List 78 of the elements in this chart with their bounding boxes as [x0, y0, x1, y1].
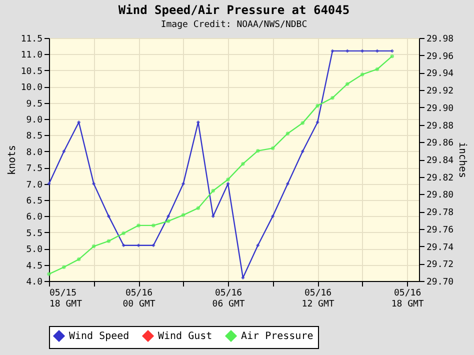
point	[122, 231, 126, 236]
point	[270, 146, 275, 150]
y-tick-label: 10.5	[20, 66, 42, 77]
point	[241, 162, 245, 166]
y2-tick-label: 29.70	[426, 278, 454, 288]
x-tick-label: 05/15 18 GMT	[50, 288, 83, 310]
point	[211, 188, 215, 193]
point	[62, 265, 66, 269]
y-tick-label: 8.5	[26, 132, 42, 142]
point	[62, 150, 66, 154]
point	[166, 219, 170, 223]
y-tick-label: 6.0	[26, 212, 42, 223]
y2-tick-label: 29.98	[426, 34, 454, 44]
chart-title: Wind Speed/Air Pressure at 64045	[118, 3, 350, 17]
y2-tick-label: 29.88	[426, 121, 454, 132]
point	[316, 104, 320, 108]
point	[122, 243, 126, 248]
point	[166, 214, 170, 218]
point	[196, 206, 200, 210]
point	[286, 132, 290, 136]
point	[300, 150, 304, 154]
legend-label: Air Pressure	[241, 331, 314, 342]
y-axis-title: knots	[6, 144, 18, 176]
point	[390, 49, 394, 53]
point	[256, 148, 260, 153]
y2-tick-label: 29.94	[426, 69, 454, 80]
y-tick-label: 11.0	[20, 50, 42, 61]
y-tick-label: 9.5	[26, 99, 42, 110]
point	[92, 244, 96, 248]
x-tick-label: 05/16 18 GMT	[391, 288, 424, 310]
y2-tick-label: 29.92	[426, 86, 454, 97]
y-tick-label: 5.0	[26, 245, 42, 256]
y2-tick-label: 29.86	[426, 138, 454, 149]
point	[316, 120, 320, 124]
point	[47, 182, 51, 186]
y-tick-label: 8.0	[26, 148, 42, 158]
legend-label: Wind Gust	[158, 331, 212, 342]
point	[136, 224, 140, 228]
chart-subtitle: Image Credit: NOAA/NWS/NDBC	[160, 20, 308, 30]
point	[300, 121, 304, 125]
point	[256, 243, 260, 248]
point	[152, 243, 156, 248]
y2-tick-label: 29.74	[426, 242, 454, 253]
point	[226, 178, 230, 182]
point	[76, 257, 81, 262]
y-tick-label: 7.5	[26, 164, 42, 174]
point	[47, 272, 51, 276]
y2-tick-label: 29.96	[426, 52, 454, 62]
point	[136, 243, 140, 248]
y-tick-label: 11.5	[20, 34, 42, 44]
point	[181, 213, 186, 217]
y2-tick-label: 29.76	[426, 225, 454, 236]
y-tick-label: 4.0	[26, 278, 42, 288]
point	[375, 67, 380, 72]
y2-tick-label: 29.72	[426, 260, 454, 270]
point	[330, 96, 334, 100]
point	[106, 239, 111, 243]
point	[346, 82, 350, 86]
y-tick-label: 9.0	[26, 116, 42, 126]
y2-tick-label: 29.84	[426, 156, 454, 166]
y2-tick-label: 29.80	[426, 190, 454, 201]
legend-label: Wind Speed	[69, 331, 130, 342]
x-tick-label: 05/16 00 GMT	[122, 288, 156, 310]
point	[346, 49, 350, 53]
y2-tick-label: 29.90	[426, 104, 454, 114]
y-tick-label: 6.5	[26, 196, 42, 206]
y-tick-label: 4.5	[26, 261, 42, 272]
y2-tick-label: 29.78	[426, 208, 454, 218]
point	[360, 72, 364, 76]
y2-tick-label: 29.82	[426, 173, 454, 184]
point	[152, 224, 156, 228]
x-tick-label: 05/16 06 GMT	[212, 288, 246, 310]
point	[390, 54, 394, 58]
x-tick-label: 05/16 12 GMT	[302, 288, 335, 310]
y2-axis-title: inches	[456, 142, 468, 178]
y-tick-label: 5.5	[26, 228, 42, 239]
y-tick-label: 10.0	[20, 83, 42, 94]
y-tick-label: 7.0	[26, 180, 42, 190]
